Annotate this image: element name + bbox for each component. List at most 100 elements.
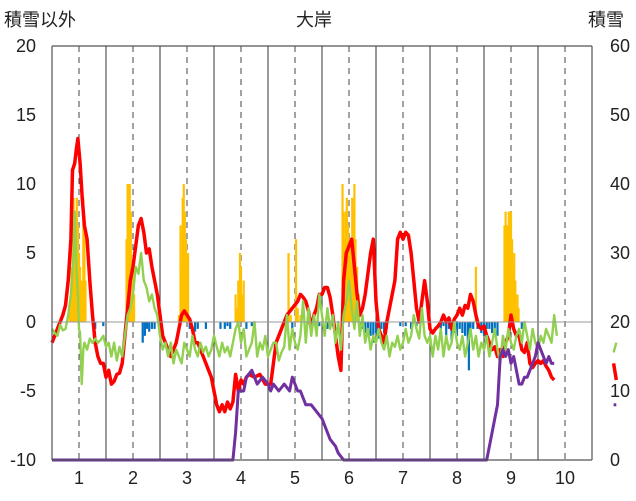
bar (461, 322, 464, 334)
y-right-tick-label: 30 (610, 243, 630, 263)
bar (318, 322, 321, 327)
bar (78, 266, 82, 322)
y-right-tick-label: 20 (610, 312, 630, 332)
bar (148, 322, 151, 332)
bar (447, 322, 450, 329)
bar (250, 322, 253, 327)
bar (380, 322, 383, 329)
bar (491, 322, 494, 334)
bar (455, 322, 459, 336)
bar (299, 315, 302, 322)
line-layer (50, 136, 619, 462)
bar (194, 322, 197, 332)
chart-title: 大岸 (296, 10, 332, 30)
x-tick-label: 9 (506, 468, 516, 488)
bar (404, 322, 407, 327)
x-tick-label: 3 (182, 468, 192, 488)
bar (145, 322, 149, 329)
bar (204, 322, 207, 329)
bar (369, 322, 372, 336)
series-line (50, 210, 559, 386)
x-tick-label: 2 (128, 468, 138, 488)
bar (520, 322, 523, 329)
bar (439, 322, 442, 329)
y-right-tick-label: 0 (610, 450, 620, 470)
x-tick-label: 10 (555, 468, 575, 488)
bar (177, 315, 180, 322)
y-left-tick-label: 20 (16, 36, 36, 56)
series-line (612, 342, 618, 353)
bar (237, 280, 240, 322)
bar (485, 322, 488, 329)
bar (399, 322, 402, 327)
bar (294, 239, 298, 322)
bar (296, 308, 299, 322)
y-right-tick-label: 50 (610, 105, 630, 125)
bar (445, 322, 448, 336)
y-right-tick-label: 60 (610, 36, 630, 56)
y-right-tick-label: 40 (610, 174, 630, 194)
bar (132, 294, 136, 322)
bar (514, 280, 517, 322)
bar (186, 253, 190, 322)
bar (84, 280, 87, 322)
y-left-tick-label: -5 (20, 381, 36, 401)
bar (442, 322, 445, 327)
bar (467, 322, 470, 371)
bar (141, 322, 144, 343)
bar (450, 322, 453, 343)
y-left-tick-label: 5 (26, 243, 36, 263)
y-right-tick-label: 10 (610, 381, 630, 401)
bar (364, 322, 367, 334)
y-left-tick-label: 10 (16, 174, 36, 194)
bar (366, 322, 369, 329)
bar (242, 280, 245, 322)
left-axis-title: 積雪以外 (4, 10, 76, 30)
bar (240, 294, 244, 322)
bar (129, 211, 132, 322)
bar (472, 322, 475, 329)
bar (83, 225, 86, 322)
series-line (52, 341, 555, 462)
bar (374, 322, 378, 334)
bar (410, 322, 413, 329)
bar (80, 280, 83, 322)
y-left-tick-label: -10 (10, 450, 36, 470)
bar (291, 322, 294, 329)
x-tick-label: 4 (236, 468, 246, 488)
bar (383, 322, 386, 334)
series-line (611, 363, 619, 381)
bar (326, 322, 329, 329)
bar (372, 322, 375, 343)
bar (150, 322, 153, 329)
bar (488, 322, 491, 329)
x-tick-label: 8 (452, 468, 462, 488)
bar (245, 322, 248, 329)
bar (219, 322, 222, 329)
bar (143, 322, 146, 336)
bar (229, 322, 232, 329)
bar (289, 315, 292, 322)
bar (226, 322, 229, 327)
x-tick-label: 7 (398, 468, 408, 488)
x-tick-label: 1 (74, 468, 84, 488)
bar (474, 266, 477, 322)
bar (196, 322, 199, 329)
x-tick-label: 6 (344, 468, 354, 488)
bar (102, 322, 105, 327)
bar (287, 253, 290, 322)
y-left-tick-label: 15 (16, 105, 36, 125)
bar (68, 308, 71, 322)
bar (517, 308, 520, 322)
bar (496, 322, 499, 336)
bar (458, 322, 461, 329)
x-tick-label: 5 (290, 468, 300, 488)
y-left-tick-label: 0 (26, 312, 36, 332)
bar (493, 322, 496, 329)
bar (153, 322, 156, 329)
bar (235, 308, 238, 322)
bar (223, 322, 226, 329)
